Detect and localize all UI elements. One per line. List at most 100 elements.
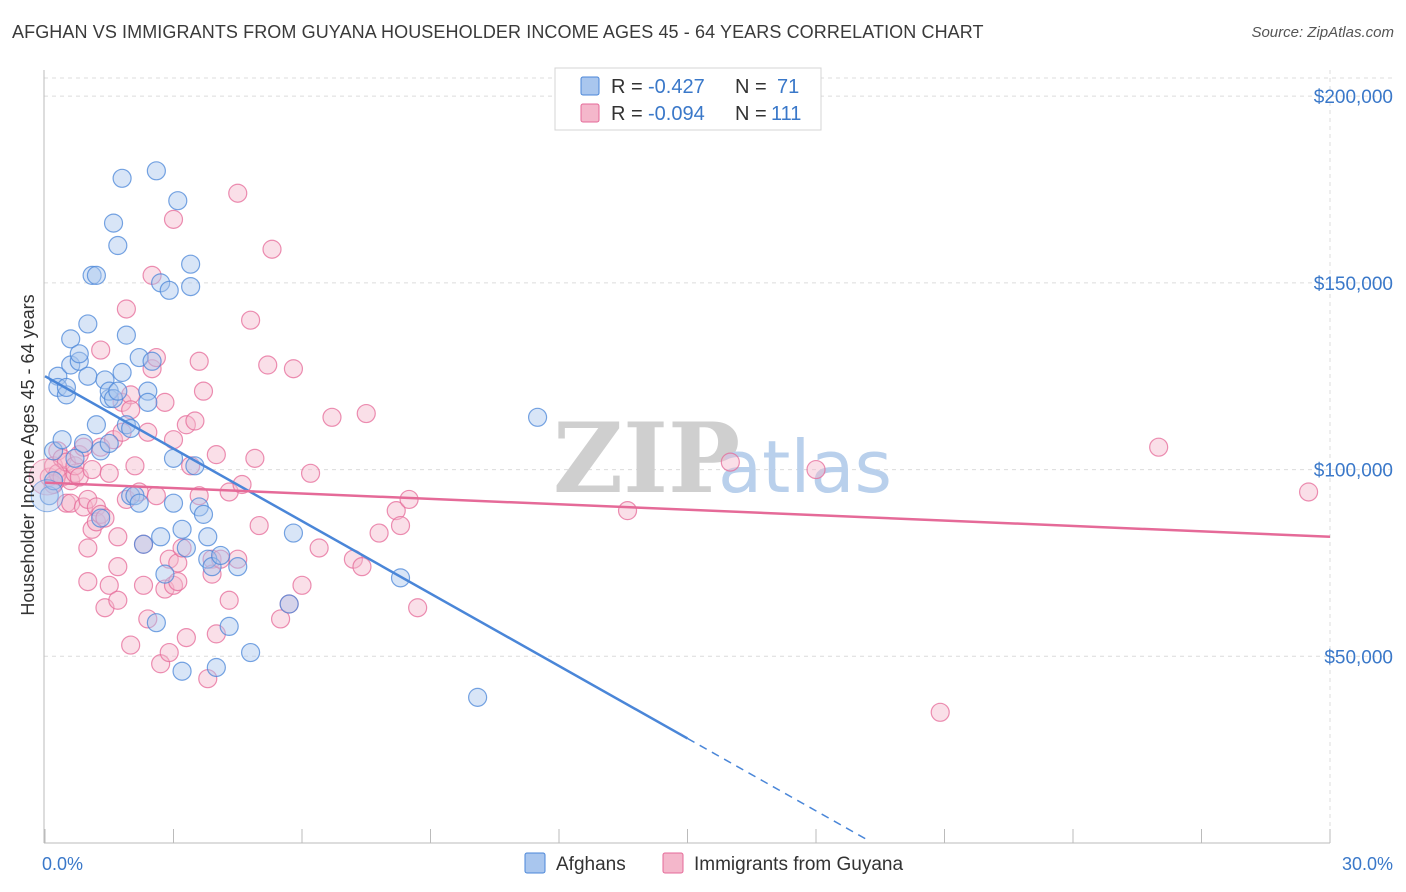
guyana-point-72	[202, 564, 222, 584]
afghans-point-32	[116, 325, 136, 345]
afghans-point-13	[73, 433, 94, 454]
guyana-point-63	[176, 628, 196, 648]
afghans-point-59	[198, 527, 218, 547]
legend-n-label: N =	[735, 76, 767, 98]
guyana-point-56	[159, 642, 179, 663]
guyana-point-61	[168, 553, 188, 573]
afghans-point-28	[108, 381, 128, 401]
guyana-point-83	[249, 515, 269, 536]
legend-swatch-afghans	[580, 76, 600, 96]
afghans-point-19	[91, 508, 111, 528]
guyana-point-26	[91, 340, 111, 360]
guyana-point-17	[78, 538, 98, 558]
watermark-zip: ZIP	[553, 402, 740, 515]
bottom-legend-swatch-afghans	[524, 852, 546, 874]
afghans-point-65	[228, 557, 248, 577]
afghans-point-68	[283, 523, 304, 543]
y-tick-label-1: $100,000	[1314, 461, 1393, 482]
legend-r-label: R =	[611, 76, 643, 98]
correlation-legend: R = -0.427 N = 71 R = -0.094 N = 111	[554, 67, 822, 131]
guyana-point-59	[163, 209, 184, 229]
afghans-point-58	[193, 504, 214, 524]
guyana-point-40	[121, 400, 141, 420]
bottom-legend-guyana: Immigrants from Guyana	[694, 854, 903, 875]
guyana-point-33	[108, 557, 128, 577]
afghans-point-36	[129, 493, 149, 513]
afghans-point-49	[163, 493, 184, 513]
guyana-point-84	[258, 355, 278, 375]
afghans-point-27	[108, 235, 128, 256]
afghans-point-9	[61, 329, 81, 349]
guyana-point-86	[270, 609, 291, 629]
afghans-point-50	[168, 191, 188, 211]
afghans-point-55	[181, 254, 201, 274]
guyana-point-38	[116, 299, 136, 319]
afghans-point-15	[78, 314, 98, 334]
guyana-point-32	[108, 527, 128, 547]
x-tick-labels: 0.0% 30.0%	[42, 854, 1393, 874]
afghans-point-25	[103, 213, 124, 233]
legend-n-value-guyana: 111	[771, 103, 801, 125]
afghans-point-21	[95, 370, 115, 390]
afghans-point-63	[211, 545, 231, 566]
guyana-point-44	[133, 575, 154, 595]
afghans-point-37	[129, 347, 149, 368]
source-label: Source: ZipAtlas.com	[1251, 24, 1394, 41]
afghans-point-46	[155, 564, 175, 584]
afghans-point-16	[82, 265, 102, 285]
guyana-point-78	[228, 183, 248, 203]
legend-n-label: N =	[735, 103, 767, 125]
afghans-point-66	[241, 642, 261, 663]
guyana-point-95	[369, 523, 389, 543]
afghans-point-54	[181, 276, 201, 297]
legend-r-value-afghans: -0.427	[648, 76, 705, 98]
afghans-point-43	[146, 161, 166, 181]
guyana-point-96	[386, 501, 406, 521]
guyana-point-89	[292, 575, 312, 595]
afghans-point-14	[78, 366, 98, 386]
afghans-point-10	[65, 448, 85, 468]
guyana-point-27	[95, 508, 115, 528]
guyana-point-81	[241, 310, 261, 330]
guyana-point-51	[146, 486, 166, 506]
afghans-point-52	[172, 519, 192, 539]
y-tick-label-2: $150,000	[1314, 274, 1393, 295]
guyana-point-100	[617, 501, 638, 521]
guyana-point-90	[300, 463, 321, 483]
afghans-trend-extension	[687, 737, 868, 841]
legend-swatch-guyana	[580, 103, 600, 123]
guyana-point-69	[193, 381, 214, 401]
guyana-point-105	[1298, 482, 1319, 502]
y-tick-label-3: $200,000	[1314, 87, 1393, 108]
guyana-point-41	[121, 635, 141, 655]
guyana-point-54	[155, 392, 175, 412]
afghans-point-47	[159, 280, 179, 300]
guyana-point-34	[108, 590, 128, 610]
guyana-point-85	[262, 239, 282, 259]
guyana-point-102	[806, 459, 826, 480]
guyana-point-94	[356, 403, 376, 424]
afghans-point-51	[172, 661, 192, 681]
y-tick-label-0: $50,000	[1324, 647, 1393, 668]
legend-r-label: R =	[611, 103, 643, 125]
guyana-point-18	[78, 571, 98, 592]
guyana-point-106	[352, 557, 372, 577]
afghans-point-62	[206, 657, 226, 678]
legend-r-value-guyana: -0.094	[648, 103, 705, 125]
afghans-point-18	[86, 415, 107, 435]
afghans-point-70	[468, 687, 488, 707]
afghans-point-53	[176, 538, 196, 558]
guyana-cluster-point	[28, 458, 66, 496]
x-tick-label-max: 30.0%	[1342, 854, 1393, 874]
chart-title: AFGHAN VS IMMIGRANTS FROM GUYANA HOUSEHO…	[12, 22, 984, 42]
afghans-cluster-point	[30, 479, 64, 513]
y-tick-labels: $50,000 $100,000 $150,000 $200,000	[1314, 87, 1393, 668]
afghans-point-17	[86, 265, 107, 285]
series-legend: Afghans Immigrants from Guyana	[524, 852, 903, 875]
guyana-point-42	[125, 456, 145, 476]
afghans-point-71	[527, 407, 548, 427]
afghans-point-30	[112, 362, 132, 383]
guyana-point-49	[142, 359, 162, 379]
guyana-point-30	[99, 463, 119, 483]
